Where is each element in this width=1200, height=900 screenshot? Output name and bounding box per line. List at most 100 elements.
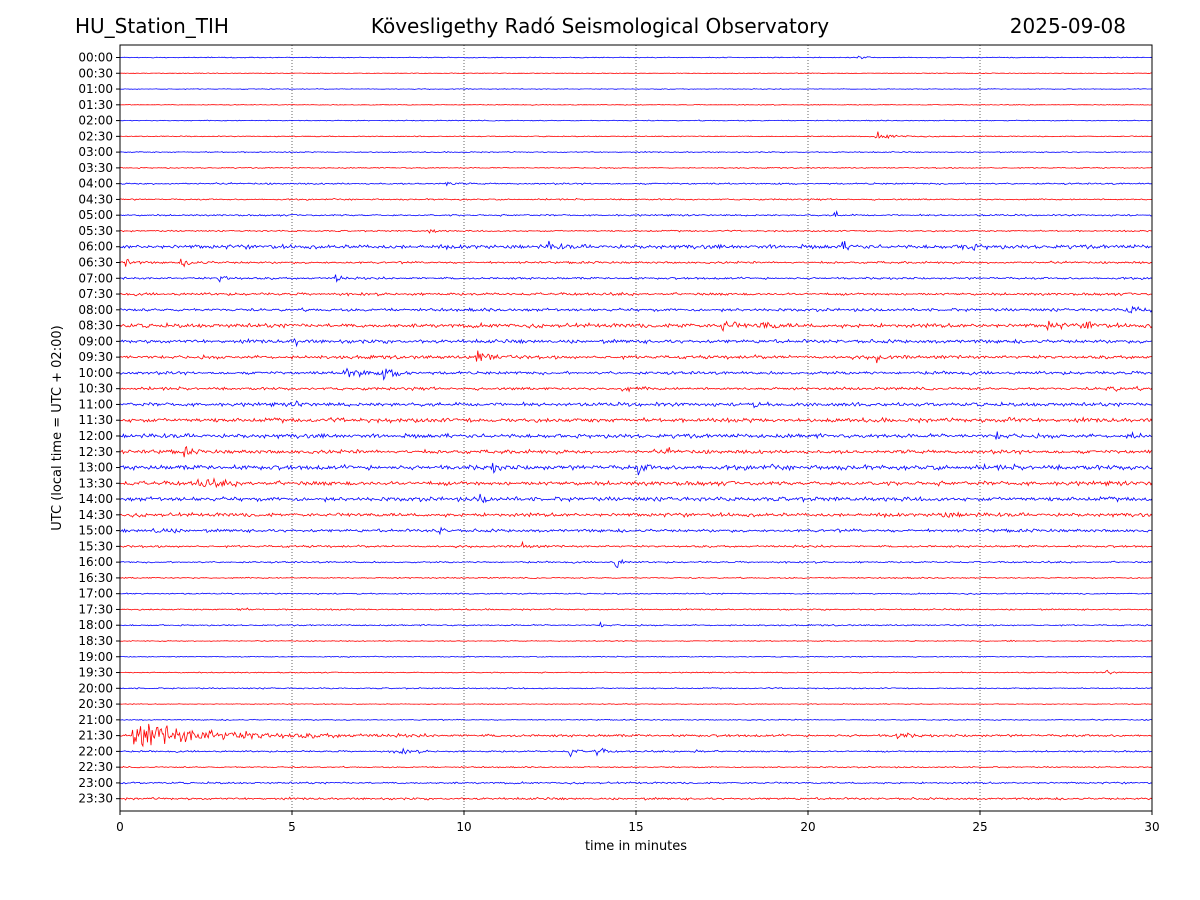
y-tick-label: 06:30 [78,256,113,270]
y-tick-label: 11:30 [78,413,113,427]
x-tick-label: 30 [1144,820,1159,834]
trace-row-1200 [119,431,1153,440]
trace-row-0400 [119,181,1153,187]
trace-row-2200 [119,747,1153,758]
trace-row-1900 [119,655,1153,658]
y-tick-label: 00:00 [78,51,113,65]
y-tick-label: 04:00 [78,177,113,191]
y-tick-label: 18:30 [78,634,113,648]
trace-row-1300 [119,462,1153,476]
trace-row-1600 [119,558,1153,569]
y-tick-label: 07:00 [78,271,113,285]
y-tick-label: 05:30 [78,224,113,238]
y-tick-label: 14:30 [78,508,113,522]
y-tick-label: 12:30 [78,445,113,459]
y-tick-label: 02:00 [78,114,113,128]
y-tick-label: 09:30 [78,350,113,364]
trace-row-0930 [119,350,1153,364]
trace-row-0530 [119,229,1153,234]
trace-row-0430 [119,197,1153,201]
trace-row-1130 [119,416,1153,424]
y-tick-label: 23:30 [78,792,113,806]
x-tick-label: 10 [456,820,471,834]
plot-date: 2025-09-08 [1009,14,1126,38]
y-tick-label: 16:00 [78,555,113,569]
y-tick-label: 17:30 [78,602,113,616]
y-tick-label: 19:00 [78,650,113,664]
x-tick-labels: 0 5 10 15 20 25 30 [116,811,1160,834]
trace-row-1100 [119,400,1153,409]
trace-row-1430 [119,511,1153,519]
y-tick-label: 01:00 [78,82,113,96]
trace-row-2030 [119,703,1153,705]
y-tick-label: 15:00 [78,524,113,538]
trace-row-2130 [119,723,1152,748]
y-tick-label: 01:30 [78,98,113,112]
trace-row-1700 [119,592,1153,595]
trace-row-0330 [119,166,1153,169]
x-tick-label: 5 [288,820,296,834]
y-tick-label: 02:30 [78,129,113,143]
trace-row-2230 [119,765,1153,769]
y-tick-label: 07:30 [78,287,113,301]
trace-row-0900 [119,337,1153,348]
y-tick-label: 20:00 [78,681,113,695]
trace-row-1000 [119,367,1153,381]
x-tick-label: 15 [628,820,643,834]
trace-row-1730 [119,607,1153,612]
trace-row-1630 [119,576,1152,580]
trace-row-2100 [120,718,1153,722]
y-tick-label: 06:00 [78,240,113,254]
y-tick-label: 21:00 [78,713,113,727]
y-tick-label: 10:30 [78,382,113,396]
trace-row-1330 [119,477,1153,489]
x-axis-label: time in minutes [585,839,687,854]
trace-row-0730 [119,291,1153,297]
trace-row-1830 [119,639,1152,643]
y-tick-label: 22:30 [78,760,113,774]
trace-row-2300 [119,781,1153,785]
observatory-title: Kövesligethy Radó Seismological Observat… [370,14,830,38]
x-tick-label: 20 [800,820,815,834]
y-tick-label: 13:00 [78,461,113,475]
trace-row-1800 [119,621,1153,628]
y-tick-label: 15:30 [78,539,113,553]
y-tick-label: 13:30 [78,476,113,490]
trace-row-0500 [119,210,1153,217]
y-axis-label: UTC (local time = UTC + 02:00) [50,325,65,530]
trace-row-0830 [119,320,1153,333]
seismic-traces [119,55,1153,801]
trace-row-0700 [119,274,1153,283]
y-tick-label: 22:00 [78,744,113,758]
trace-row-0630 [119,258,1153,268]
y-tick-label: 05:00 [78,208,113,222]
trace-row-0000 [119,55,1153,60]
x-tick-label: 25 [972,820,987,834]
trace-row-0130 [119,103,1152,106]
grid-lines [291,45,981,811]
trace-row-0800 [119,305,1153,314]
y-tick-label: 04:30 [78,192,113,206]
trace-row-1230 [119,445,1153,458]
y-tick-label: 08:30 [78,319,113,333]
y-tick-label: 11:00 [78,397,113,411]
trace-row-1930 [119,669,1153,675]
y-tick-label: 21:30 [78,729,113,743]
y-tick-label: 12:00 [78,429,113,443]
y-tick-label: 19:30 [78,666,113,680]
trace-row-0030 [120,72,1153,75]
trace-row-0300 [119,150,1153,154]
trace-row-1530 [119,540,1153,549]
y-tick-label: 16:30 [78,571,113,585]
y-tick-label: 10:00 [78,366,113,380]
station-name: HU_Station_TIH [75,14,229,38]
trace-row-0100 [119,88,1153,90]
trace-row-0200 [119,119,1153,122]
y-tick-label: 03:30 [78,161,113,175]
trace-row-0600 [119,240,1153,251]
trace-row-1500 [119,526,1153,536]
trace-row-0230 [119,131,1153,140]
y-tick-label: 23:00 [78,776,113,790]
y-tick-label: 18:00 [78,618,113,632]
